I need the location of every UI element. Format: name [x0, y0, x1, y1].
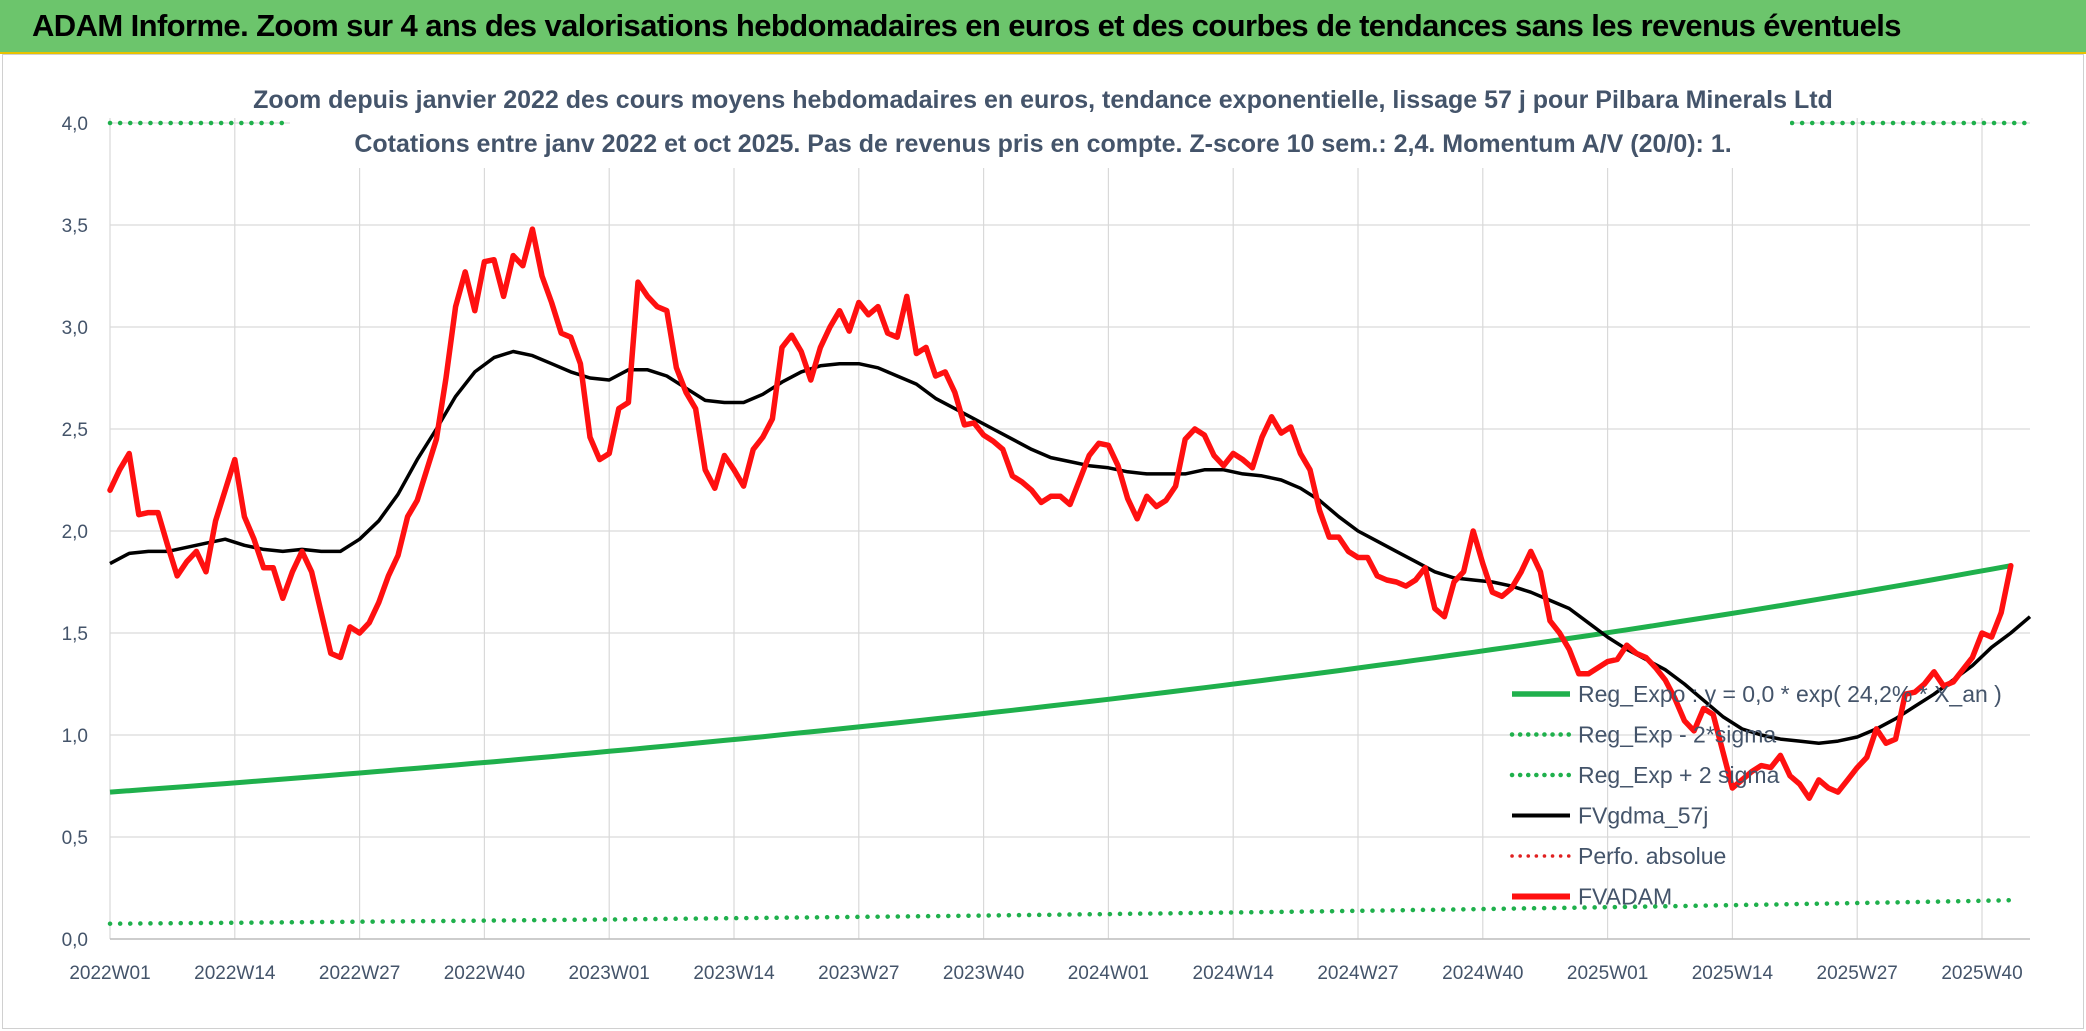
y-tick-label: 0,0	[62, 930, 88, 951]
y-tick-label: 3,0	[62, 318, 88, 339]
axes: 0,0 0,5 1,0 1,5 2,0 2,5 3,0 3,5 4,0 2022W01 2022W1…	[62, 114, 2030, 984]
x-tick-label: 2023W40	[943, 963, 1024, 984]
legend-label: Reg_Expo : y = 0,0 * exp( 24,2% * X_an )	[1578, 681, 2002, 707]
legend-label: FVgdma_57j	[1578, 803, 1708, 829]
legend-label: FVADAM	[1578, 884, 1672, 910]
legend: Reg_Expo : y = 0,0 * exp( 24,2% * X_an )…	[1509, 681, 2002, 910]
x-tick-label: 2025W01	[1567, 963, 1648, 984]
series-reg-exp-minus-2-sigma	[107, 897, 2014, 926]
x-tick-label: 2023W01	[569, 963, 650, 984]
y-tick-label: 3,5	[62, 216, 88, 237]
chart-title-line1: Zoom depuis janvier 2022 des cours moyen…	[253, 86, 1833, 114]
series-reg-expo	[109, 563, 2012, 795]
x-tick-label: 2023W14	[693, 963, 775, 984]
chart-title-line2: Cotations entre janv 2022 et oct 2025. P…	[354, 130, 1731, 158]
legend-label: Reg_Exp - 2*sigma	[1578, 722, 1776, 748]
series-layer	[107, 120, 2033, 926]
x-tick-label: 2022W27	[319, 963, 400, 984]
x-tick-label: 2024W01	[1068, 963, 1149, 984]
title-background	[290, 78, 1790, 168]
header-bar: ADAM Informe. Zoom sur 4 ans des valoris…	[0, 0, 2086, 54]
x-tick-label: 2025W27	[1817, 963, 1898, 984]
y-tick-label: 0,5	[62, 828, 88, 849]
y-tick-label: 2,0	[62, 522, 88, 543]
x-tick-label: 2023W27	[818, 963, 899, 984]
legend-label: Reg_Exp + 2 sigma	[1578, 762, 1780, 788]
chart-frame	[2, 54, 2084, 1029]
grid	[109, 118, 2030, 940]
series-fvgdma-57j	[109, 349, 2032, 745]
x-tick-label: 2024W40	[1442, 963, 1523, 984]
series-fvadam	[107, 226, 2014, 801]
legend-label: Perfo. absolue	[1578, 843, 1726, 869]
y-tick-label: 1,0	[62, 726, 88, 747]
x-tick-label: 2025W14	[1692, 963, 1774, 984]
y-tick-label: 4,0	[62, 114, 88, 135]
page-title: ADAM Informe. Zoom sur 4 ans des valoris…	[32, 8, 1902, 43]
x-tick-label: 2022W14	[194, 963, 276, 984]
y-tick-label: 1,5	[62, 624, 88, 645]
y-tick-label: 2,5	[62, 420, 88, 441]
x-tick-label: 2025W40	[1941, 963, 2022, 984]
x-tick-label: 2024W14	[1193, 963, 1275, 984]
x-tick-label: 2022W40	[444, 963, 525, 984]
x-tick-label: 2024W27	[1317, 963, 1398, 984]
x-tick-label: 2022W01	[69, 963, 150, 984]
